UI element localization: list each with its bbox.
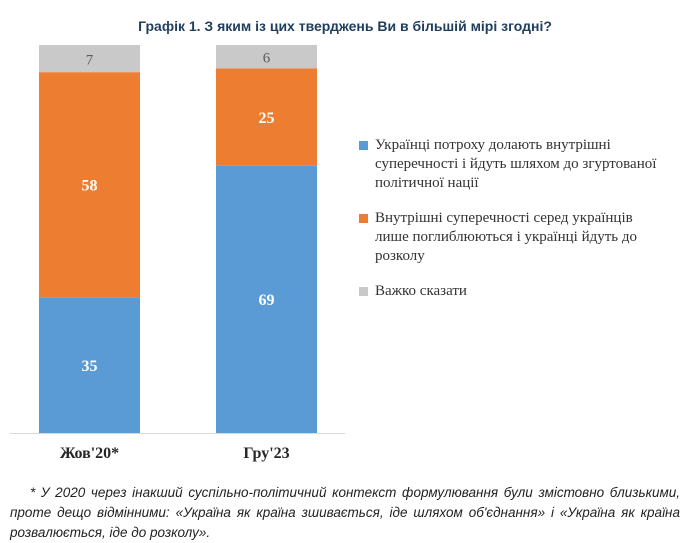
legend-item-series-2: Внутрішні суперечності серед українців л…	[359, 209, 659, 266]
bar-segment-2-1	[39, 72, 140, 298]
stacked-bar-chart: 35 58 7 Жов'20* 69 25 6 Гру'23	[10, 45, 345, 462]
legend-swatch-series-3	[359, 287, 368, 296]
legend-item-series-3: Важко сказати	[359, 282, 659, 301]
x-tick-label-2: Гру'23	[243, 445, 289, 462]
bar-segment-2-2	[216, 68, 317, 166]
x-tick-label-1: Жов'20*	[60, 445, 119, 462]
chart-legend: Українці потроху долають внутрішні супер…	[359, 136, 659, 317]
data-label-2-1: 58	[82, 178, 98, 195]
legend-item-series-1: Українці потроху долають внутрішні супер…	[359, 136, 659, 193]
bar-segment-1-2	[216, 165, 317, 433]
legend-swatch-series-2	[359, 214, 368, 223]
legend-label-series-2: Внутрішні суперечності серед українців л…	[375, 210, 638, 264]
data-label-3-1: 7	[86, 53, 94, 69]
data-label-1-2: 69	[259, 292, 275, 309]
bar-segment-3-2	[216, 45, 317, 69]
chart-title: Графік 1. З яким із цих тверджень Ви в б…	[138, 18, 552, 34]
legend-swatch-series-1	[359, 141, 368, 150]
footnote: * У 2020 через інакший суспільно-політич…	[10, 485, 680, 540]
legend-label-series-1: Українці потроху долають внутрішні супер…	[375, 137, 657, 191]
bar-segment-1-1	[39, 297, 140, 433]
bar-segment-3-1	[39, 45, 140, 73]
data-label-1-1: 35	[82, 358, 98, 375]
data-label-3-2: 6	[263, 51, 271, 67]
data-label-2-2: 25	[259, 110, 275, 127]
legend-label-series-3: Важко сказати	[375, 283, 467, 299]
